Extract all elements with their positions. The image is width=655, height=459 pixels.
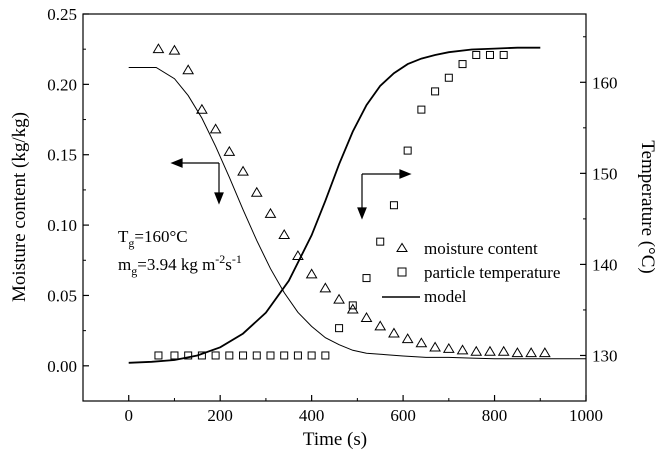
left-axis-title: Moisture content (kg/kg) <box>9 112 30 302</box>
temperature-point <box>252 351 261 360</box>
moisture-point <box>415 337 428 348</box>
moisture-point <box>525 347 538 358</box>
temperature-axis-arrow <box>357 169 412 220</box>
moisture-point <box>401 333 414 344</box>
temperature-point <box>225 351 234 360</box>
temperature-point <box>335 324 344 333</box>
right-tick-label: 150 <box>592 164 618 183</box>
moisture-point <box>196 103 208 114</box>
left-axis-ticks: 0.00 0.05 0.10 0.15 0.20 0.25 <box>47 5 89 402</box>
temperature-point <box>485 50 494 59</box>
moisture-point <box>168 44 181 55</box>
temperature-point <box>266 351 275 360</box>
moisture-point <box>374 320 387 331</box>
x-axis-ticks: 0 200 400 600 800 1000 <box>82 395 603 425</box>
temperature-point <box>417 105 426 114</box>
x-tick-label: 200 <box>207 406 233 425</box>
legend-square-marker <box>397 267 407 277</box>
moisture-point <box>442 342 455 353</box>
x-tick-label: 600 <box>390 406 416 425</box>
moisture-point <box>292 250 304 261</box>
temperature-point <box>184 351 193 360</box>
moisture-point <box>484 345 496 356</box>
temperature-point <box>499 50 508 59</box>
moisture-point <box>470 345 483 356</box>
plot-frame <box>82 13 587 402</box>
moisture-point <box>333 293 345 304</box>
legend-label-temperature: particle temperature <box>424 263 560 282</box>
moisture-point <box>388 327 400 338</box>
temperature-point <box>458 60 467 69</box>
temperature-point <box>362 274 371 283</box>
series-layer <box>128 43 586 364</box>
left-tick-label: 0.05 <box>47 286 77 305</box>
temperature-point <box>170 351 179 360</box>
temperature-point <box>280 351 289 360</box>
left-tick-label: 0.25 <box>47 5 77 24</box>
moisture-point <box>456 344 469 355</box>
temperature-point <box>472 50 481 59</box>
moisture-point <box>278 228 291 239</box>
model-moisture-line <box>128 67 586 360</box>
gas-temperature-annotation: Tg=160°C <box>118 227 188 250</box>
temperature-point <box>348 301 357 310</box>
temperature-point <box>444 73 453 82</box>
right-tick-label: 160 <box>592 73 618 92</box>
x-tick-label: 1000 <box>569 406 603 425</box>
temperature-point <box>239 351 248 360</box>
right-axis-ticks: 130 140 150 160 <box>580 36 618 402</box>
moisture-point <box>152 43 165 54</box>
moisture-point <box>182 64 195 75</box>
moisture-point <box>360 311 373 322</box>
legend: moisture content particle temperature mo… <box>382 239 560 306</box>
gas-flux-annotation: mg=3.94 kg m-2s-1 <box>118 252 242 278</box>
temperature-point <box>293 351 302 360</box>
moisture-point <box>264 207 277 218</box>
x-tick-label: 0 <box>124 406 133 425</box>
moisture-axis-arrow <box>170 158 224 205</box>
moisture-point <box>319 282 332 293</box>
temperature-point <box>154 351 163 360</box>
legend-label-moisture: moisture content <box>424 239 538 258</box>
temperature-point <box>389 201 398 210</box>
left-tick-label: 0.20 <box>47 75 77 94</box>
moisture-point <box>511 347 524 358</box>
x-tick-label: 800 <box>482 406 508 425</box>
moisture-point <box>237 165 249 176</box>
moisture-point <box>497 345 510 356</box>
moisture-point <box>250 186 263 197</box>
temperature-point <box>307 351 316 360</box>
temperature-point <box>431 87 440 96</box>
left-tick-label: 0.15 <box>47 146 77 165</box>
moisture-point <box>305 268 318 279</box>
x-tick-label: 400 <box>299 406 325 425</box>
temperature-point <box>211 351 220 360</box>
left-tick-label: 0.00 <box>47 357 77 376</box>
temperature-point <box>376 237 385 246</box>
temperature-point <box>403 146 412 155</box>
legend-triangle-marker <box>396 242 408 252</box>
right-tick-label: 140 <box>592 255 618 274</box>
temperature-point <box>321 351 330 360</box>
moisture-point <box>429 341 441 352</box>
x-axis-title: Time (s) <box>303 429 367 450</box>
right-tick-label: 130 <box>592 346 618 365</box>
moisture-point <box>223 145 236 156</box>
right-axis-title: Temperature (°C) <box>637 140 655 273</box>
moisture-point <box>538 347 551 358</box>
left-tick-label: 0.10 <box>47 216 77 235</box>
legend-label-model: model <box>424 287 467 306</box>
model-temperature-line <box>128 46 541 364</box>
moisture-point <box>209 123 222 134</box>
